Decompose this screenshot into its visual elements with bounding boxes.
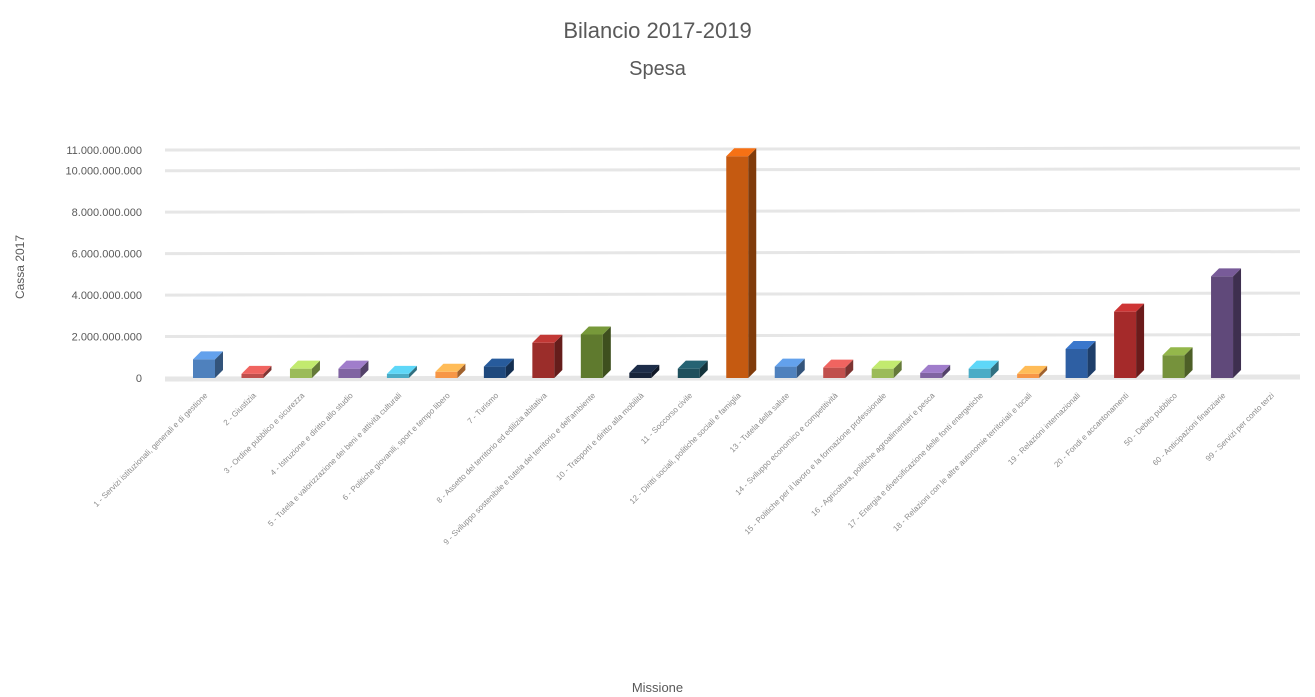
bar-side — [990, 360, 999, 378]
bar-top — [677, 360, 708, 369]
y-tick-label: 11.000.000.000 — [66, 145, 142, 157]
chart-title: Bilancio 2017-2019 — [563, 18, 752, 43]
bar-top — [726, 148, 757, 157]
bar-side — [554, 334, 563, 378]
bar-side — [845, 359, 854, 378]
bar — [386, 373, 409, 378]
bar-top — [629, 364, 660, 373]
bar — [823, 367, 846, 378]
x-tick-label: 50 - Debito pubblico — [1122, 391, 1179, 448]
bar — [1162, 355, 1185, 378]
bar-top — [1162, 347, 1193, 356]
gridline — [164, 146, 1301, 152]
bar-side — [796, 358, 805, 378]
x-tick-label: 2 - Giustizia — [222, 391, 259, 428]
x-tick-label: 10 - Trasporti e diritto alla mobilità — [554, 391, 646, 483]
bar-top — [386, 365, 417, 374]
y-tick-label: 8.000.000.000 — [72, 207, 142, 219]
bar — [193, 359, 215, 378]
bar-top — [580, 326, 611, 335]
bar-top — [289, 360, 320, 369]
y-axis-label: Cassa 2017 — [13, 234, 27, 300]
bar-side — [1184, 347, 1193, 378]
bar-side — [311, 360, 320, 378]
bar-top — [968, 360, 999, 369]
bar — [774, 366, 797, 378]
bar — [289, 368, 312, 378]
x-axis-label: Missione — [631, 680, 684, 695]
bar — [580, 334, 603, 378]
bar-side — [408, 365, 417, 378]
bar — [677, 368, 700, 378]
x-tick-label: 14 - Sviluppo economico e competitività — [734, 391, 840, 497]
bar-top — [1017, 365, 1048, 374]
bar-top — [920, 364, 951, 373]
x-tick-label: 3 - Ordine pubblico e sicurezza — [222, 391, 307, 476]
bar-top — [1211, 268, 1242, 277]
bar — [241, 373, 264, 378]
bar — [338, 368, 361, 378]
y-tick-label: 0 — [136, 373, 142, 385]
bar-top — [193, 351, 223, 360]
bar-top — [483, 358, 514, 367]
y-tick-label: 6.000.000.000 — [72, 249, 142, 261]
x-tick-label: 1 - Servizi istituzionali, generali e di… — [92, 391, 210, 509]
bar-side — [1039, 365, 1048, 378]
bar-side — [215, 351, 223, 378]
bar-side — [1233, 268, 1242, 378]
bar-side — [942, 364, 951, 378]
bar-side — [893, 360, 902, 378]
bar — [629, 372, 652, 378]
bar — [968, 368, 991, 378]
x-tick-label: 8 - Assetto del territorio ed edilizia a… — [435, 391, 549, 505]
bar-side — [263, 365, 272, 378]
bar-side — [505, 358, 514, 378]
bar-side — [1136, 303, 1145, 378]
x-axis-floor — [164, 376, 1301, 382]
bar — [483, 366, 506, 378]
bar-top — [871, 360, 902, 369]
x-tick-label: 4 - Istruzione e diritto allo studio — [269, 391, 356, 478]
bar — [920, 372, 943, 378]
x-tick-label: 6 - Politiche giovanili, sport e tempo l… — [341, 391, 452, 502]
bar — [1065, 348, 1088, 378]
bar-top — [1114, 303, 1145, 312]
bar — [532, 342, 555, 378]
bar-top — [338, 360, 369, 369]
bar-side — [360, 360, 369, 378]
y-tick-label: 10.000.000.000 — [66, 166, 142, 178]
bar-top — [241, 365, 272, 374]
bar-top — [774, 358, 805, 367]
y-tick-label: 4.000.000.000 — [72, 290, 142, 302]
bar-top — [1065, 340, 1096, 349]
bar-top — [435, 363, 466, 372]
x-tick-label: 11 - Soccorso civile — [639, 391, 694, 446]
bar — [871, 368, 894, 378]
bar-side — [457, 363, 466, 378]
bar — [1114, 311, 1137, 378]
bar-side — [602, 326, 611, 378]
y-tick-label: 2.000.000.000 — [72, 332, 142, 344]
bar — [1017, 373, 1040, 378]
bar-side — [699, 360, 708, 378]
bar-side — [651, 364, 660, 378]
x-tick-label: 12 - Diritti sociali, politiche sociali … — [628, 391, 743, 506]
bar-side — [748, 148, 757, 378]
bar — [1211, 276, 1234, 378]
bar — [435, 371, 458, 378]
bar-side — [1087, 340, 1096, 378]
bar-top — [823, 359, 854, 368]
x-tick-label: 7 - Turismo — [466, 391, 501, 426]
bar-top — [532, 334, 563, 343]
chart-subtitle: Spesa — [629, 58, 686, 80]
bar — [726, 156, 749, 378]
